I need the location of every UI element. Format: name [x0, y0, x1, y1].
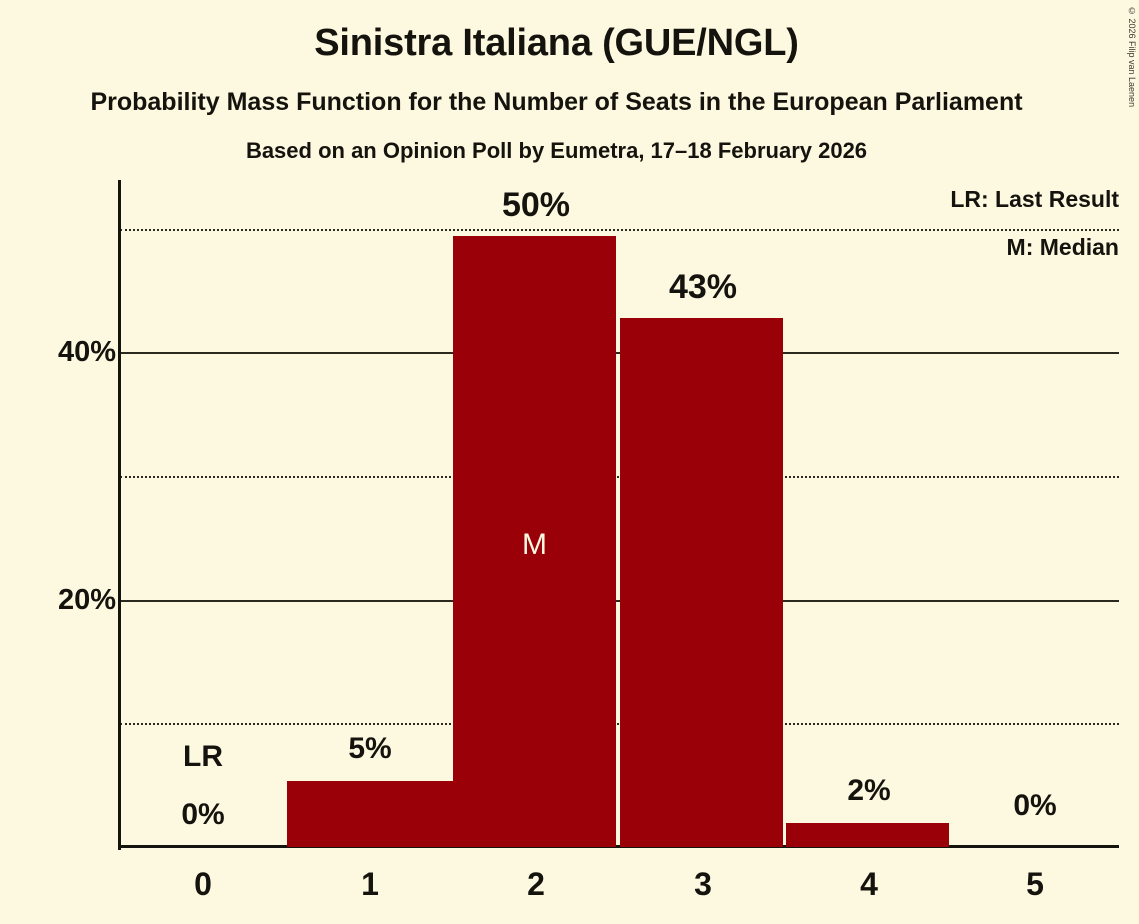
median-marker: M — [522, 528, 547, 561]
gridline-50 — [120, 229, 1119, 231]
copyright-notice: © 2026 Filip van Laenen — [1127, 6, 1137, 108]
bar-value-5: 0% — [1013, 789, 1057, 822]
x-axis-tick-5: 5 — [1026, 866, 1044, 902]
bar-1[interactable] — [287, 781, 453, 847]
x-axis-tick-0: 0 — [194, 866, 212, 902]
y-axis-line — [118, 180, 121, 850]
gridline-20 — [120, 600, 1119, 602]
x-axis-line — [118, 845, 1119, 848]
x-axis-tick-4: 4 — [860, 866, 878, 902]
legend-last-result: LR: Last Result — [950, 186, 1119, 212]
bar-value-2: 50% — [501, 186, 571, 224]
y-axis-tick-40: 40% — [57, 336, 116, 368]
legend-median: M: Median — [1006, 234, 1119, 260]
bar-value-1: 5% — [348, 732, 392, 765]
chart-subtitle-primary: Probability Mass Function for the Number… — [90, 88, 1023, 116]
bar-3[interactable] — [620, 318, 783, 847]
chart-subtitle-source: Based on an Opinion Poll by Eumetra, 17–… — [245, 138, 868, 163]
gridline-40 — [120, 352, 1119, 354]
bar-value-0: 0% — [181, 798, 225, 831]
bar-value-3: 43% — [668, 268, 738, 306]
x-axis-tick-3: 3 — [694, 866, 712, 902]
bar-value-4: 2% — [847, 774, 891, 807]
gridline-30 — [120, 476, 1119, 478]
gridline-10 — [120, 723, 1119, 725]
last-result-marker: LR — [183, 740, 223, 773]
x-axis-tick-2: 2 — [527, 866, 545, 902]
page-title: Sinistra Italiana (GUE/NGL) — [314, 22, 799, 64]
y-axis-tick-20: 20% — [57, 584, 116, 616]
bar-4[interactable] — [786, 823, 949, 847]
x-axis-tick-1: 1 — [361, 866, 379, 902]
bar-2[interactable] — [453, 236, 616, 847]
